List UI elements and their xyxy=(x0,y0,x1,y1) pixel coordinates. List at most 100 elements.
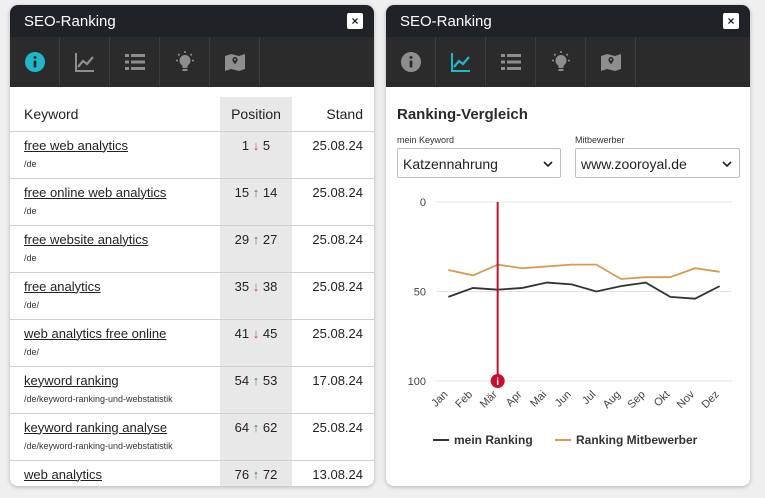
position-previous: 15 xyxy=(234,184,250,200)
keyword-path: /de xyxy=(24,205,37,216)
arrow-up-icon: ↑ xyxy=(252,184,260,200)
keyword-link[interactable]: free web analytics xyxy=(24,137,129,153)
stand-date: 25.08.24 xyxy=(312,137,363,153)
keyword-link[interactable]: web analytics xyxy=(24,466,103,482)
keyword-cell: keyword ranking /de/keyword-ranking-und-… xyxy=(10,366,220,414)
line-chart-icon xyxy=(74,53,94,72)
position-cell: 29 ↑ 27 xyxy=(220,225,292,273)
marker-label: i xyxy=(496,377,499,388)
column-header-position[interactable]: Position xyxy=(220,97,292,132)
close-button[interactable]: × xyxy=(347,13,363,29)
chevron-down-icon xyxy=(722,161,732,168)
lightbulb-icon xyxy=(551,51,570,71)
keyword-cell: keyword ranking analyse /de/keyword-rank… xyxy=(10,413,220,461)
tab-list[interactable] xyxy=(486,37,536,87)
position-previous: 35 xyxy=(234,278,250,294)
tab-bar xyxy=(10,37,374,87)
widget-title: SEO-Ranking xyxy=(400,12,492,30)
position-cell: 76 ↑ 72 xyxy=(220,460,292,486)
x-tick-label: Jan xyxy=(429,389,450,410)
arrow-up-icon: ↑ xyxy=(252,372,260,388)
table-row: free analytics /de/ 35 ↓ 38 25.08.24 xyxy=(10,272,374,320)
arrow-down-icon: ↓ xyxy=(252,278,260,294)
arrow-down-icon: ↓ xyxy=(252,137,260,153)
table-row: web analytics free online /de/ 41 ↓ 45 2… xyxy=(10,319,374,367)
x-tick-label: Jun xyxy=(553,389,574,410)
position-current: 53 xyxy=(262,372,278,388)
my-keyword-value: Katzennahrung xyxy=(403,156,498,172)
table-row: keyword ranking analyse /de/keyword-rank… xyxy=(10,413,374,461)
arrow-up-icon: ↑ xyxy=(252,466,260,482)
x-tick-label: Okt xyxy=(652,389,673,410)
tab-map[interactable] xyxy=(586,37,636,87)
stand-date: 13.08.24 xyxy=(312,466,363,482)
x-tick-label: Mai xyxy=(528,389,549,410)
tab-list[interactable] xyxy=(110,37,160,87)
x-tick-label: Sep xyxy=(625,389,647,411)
tab-map[interactable] xyxy=(210,37,260,87)
keyword-link[interactable]: keyword ranking xyxy=(24,372,119,388)
position-current: 14 xyxy=(262,184,278,200)
keyword-link[interactable]: web analytics free online xyxy=(24,325,167,341)
stand-date: 25.08.24 xyxy=(312,231,363,247)
position-cell: 1 ↓ 5 xyxy=(220,131,292,179)
stand-cell: 13.08.24 xyxy=(292,460,374,486)
series-line xyxy=(448,281,721,300)
position-current: 45 xyxy=(262,325,278,341)
x-tick-label: Feb xyxy=(453,389,475,411)
tab-info[interactable] xyxy=(386,37,436,87)
keyword-link[interactable]: keyword ranking analyse xyxy=(24,419,168,435)
stand-cell: 25.08.24 xyxy=(292,413,374,461)
keyword-cell: web analytics free online /de/ xyxy=(10,319,220,367)
x-tick-label: Dez xyxy=(699,389,721,411)
stand-cell: 25.08.24 xyxy=(292,131,374,179)
my-keyword-label: mein Keyword xyxy=(397,135,455,145)
stand-date: 25.08.24 xyxy=(312,419,363,435)
keyword-link[interactable]: free online web analytics xyxy=(24,184,167,200)
table-row: keyword ranking /de/keyword-ranking-und-… xyxy=(10,366,374,414)
stand-cell: 17.08.24 xyxy=(292,366,374,414)
tab-info[interactable] xyxy=(10,37,60,87)
keyword-cell: free web analytics /de xyxy=(10,131,220,179)
competitor-select[interactable]: www.zooroyal.de xyxy=(575,148,740,178)
tab-ideas[interactable] xyxy=(160,37,210,87)
keyword-link[interactable]: free website analytics xyxy=(24,231,149,247)
stand-cell: 25.08.24 xyxy=(292,272,374,320)
position-previous: 1 xyxy=(241,137,250,153)
section-heading: Ranking-Vergleich xyxy=(397,106,528,123)
tab-ideas[interactable] xyxy=(536,37,586,87)
y-tick-label: 100 xyxy=(408,376,426,388)
table-row: web analytics 76 ↑ 72 13.08.24 xyxy=(10,460,374,486)
stand-cell: 25.08.24 xyxy=(292,178,374,226)
close-button[interactable]: × xyxy=(723,13,739,29)
position-previous: 41 xyxy=(234,325,250,341)
x-tick-label: Mär xyxy=(478,388,500,410)
position-current: 62 xyxy=(262,419,278,435)
keyword-path: /de/ xyxy=(24,299,40,310)
tab-chart[interactable] xyxy=(436,37,486,87)
my-keyword-select[interactable]: Katzennahrung xyxy=(397,148,561,178)
tab-bar xyxy=(386,37,750,87)
keyword-cell: free online web analytics /de xyxy=(10,178,220,226)
column-header-stand[interactable]: Stand xyxy=(292,97,374,132)
column-header-keyword[interactable]: Keyword xyxy=(10,97,220,132)
keyword-path: /de/keyword-ranking-und-webstatistik xyxy=(24,393,173,404)
widget-titlebar: SEO-Ranking × xyxy=(10,5,374,37)
stand-date: 25.08.24 xyxy=(312,278,363,294)
position-current: 38 xyxy=(262,278,278,294)
legend-label: Ranking Mitbewerber xyxy=(576,433,698,447)
stand-cell: 25.08.24 xyxy=(292,225,374,273)
arrow-up-icon: ↑ xyxy=(252,419,260,435)
position-current: 27 xyxy=(262,231,278,247)
line-chart-icon xyxy=(450,53,470,72)
keyword-link[interactable]: free analytics xyxy=(24,278,101,294)
seo-ranking-widget-table: SEO-Ranking × Keyword Position Stand fre… xyxy=(10,5,374,486)
keyword-path: /de xyxy=(24,252,37,263)
position-cell: 41 ↓ 45 xyxy=(220,319,292,367)
widget-titlebar: SEO-Ranking × xyxy=(386,5,750,37)
tab-chart[interactable] xyxy=(60,37,110,87)
position-cell: 15 ↑ 14 xyxy=(220,178,292,226)
arrow-down-icon: ↓ xyxy=(252,325,260,341)
series-line xyxy=(448,263,720,280)
